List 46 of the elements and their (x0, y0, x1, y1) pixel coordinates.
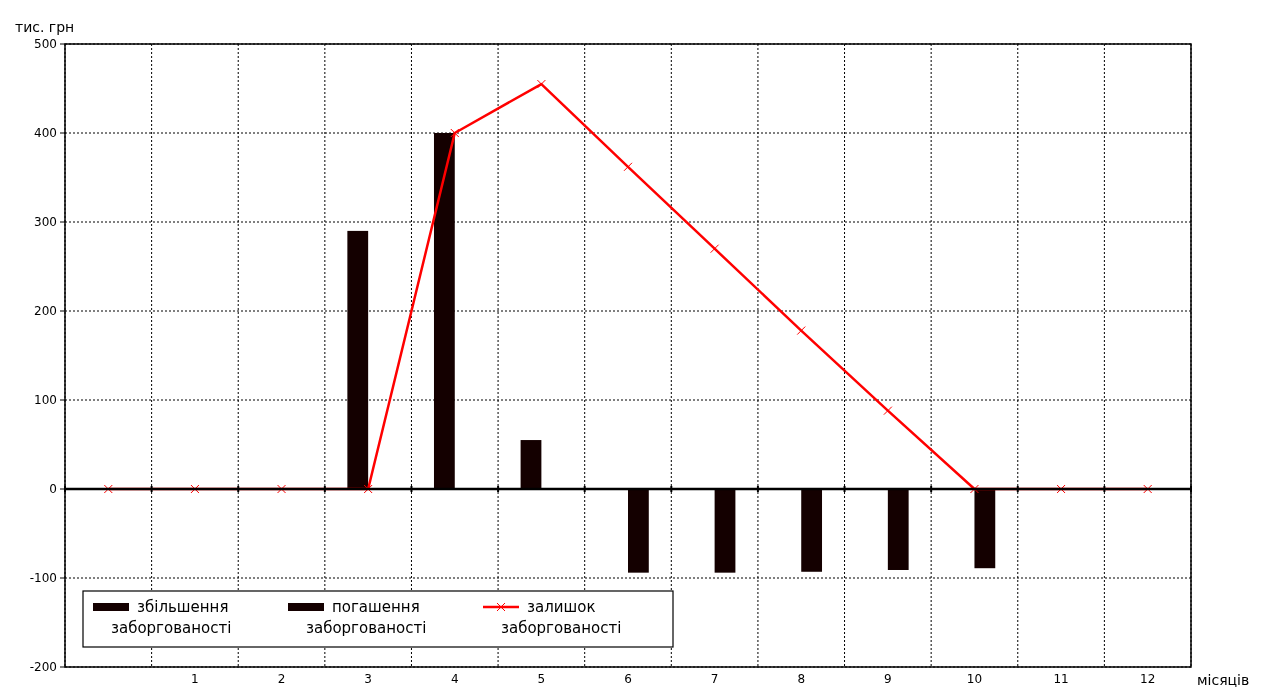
point (710, 244, 720, 254)
point (450, 128, 460, 138)
y-tick-label: 500 (34, 37, 57, 52)
point (796, 326, 806, 336)
x-tick-label: 11 (1053, 672, 1069, 686)
y-tick-label: -100 (29, 571, 57, 586)
bar (714, 489, 736, 573)
y-tick-label: -200 (29, 660, 57, 675)
y-tick-label: 400 (34, 126, 57, 141)
point (536, 79, 546, 89)
point (363, 484, 373, 494)
y-tick-label: 100 (34, 393, 57, 408)
point (623, 162, 633, 172)
x-tick-label: 1 (191, 672, 199, 686)
legend-label: залишок заборгованості (501, 598, 622, 637)
legend-label: збільшення заборгованості (111, 598, 232, 637)
x-tick-label: 3 (364, 672, 372, 686)
x-tick-label: 2 (277, 672, 286, 686)
x-tick-label: 7 (710, 672, 719, 686)
bar (801, 489, 823, 572)
point (190, 484, 200, 494)
x-axis-title: місяців (1197, 672, 1250, 688)
y-tick-label: 300 (34, 215, 57, 230)
bar (520, 440, 542, 489)
y-axis-title: тис. грн (15, 19, 75, 35)
x-tick-label: 5 (537, 672, 546, 686)
y-tick-label: 0 (49, 482, 57, 497)
x-tick-label: 4 (450, 672, 459, 686)
bar (628, 489, 649, 573)
x-tick-label: 6 (624, 672, 632, 686)
x-tick-label: 8 (797, 672, 806, 686)
point (1143, 484, 1153, 494)
point (277, 484, 287, 494)
legend-label: погашення заборгованості (306, 598, 427, 637)
point (883, 406, 893, 416)
y-tick-label: 200 (34, 304, 57, 319)
bar (347, 230, 369, 489)
point (1056, 484, 1066, 494)
point (103, 484, 113, 494)
bar (887, 489, 909, 570)
point (969, 484, 979, 494)
x-tick-label: 12 (1140, 672, 1156, 686)
x-tick-label: 10 (966, 672, 983, 686)
bar (974, 489, 996, 569)
x-tick-label: 9 (884, 672, 892, 686)
bar (433, 133, 455, 489)
